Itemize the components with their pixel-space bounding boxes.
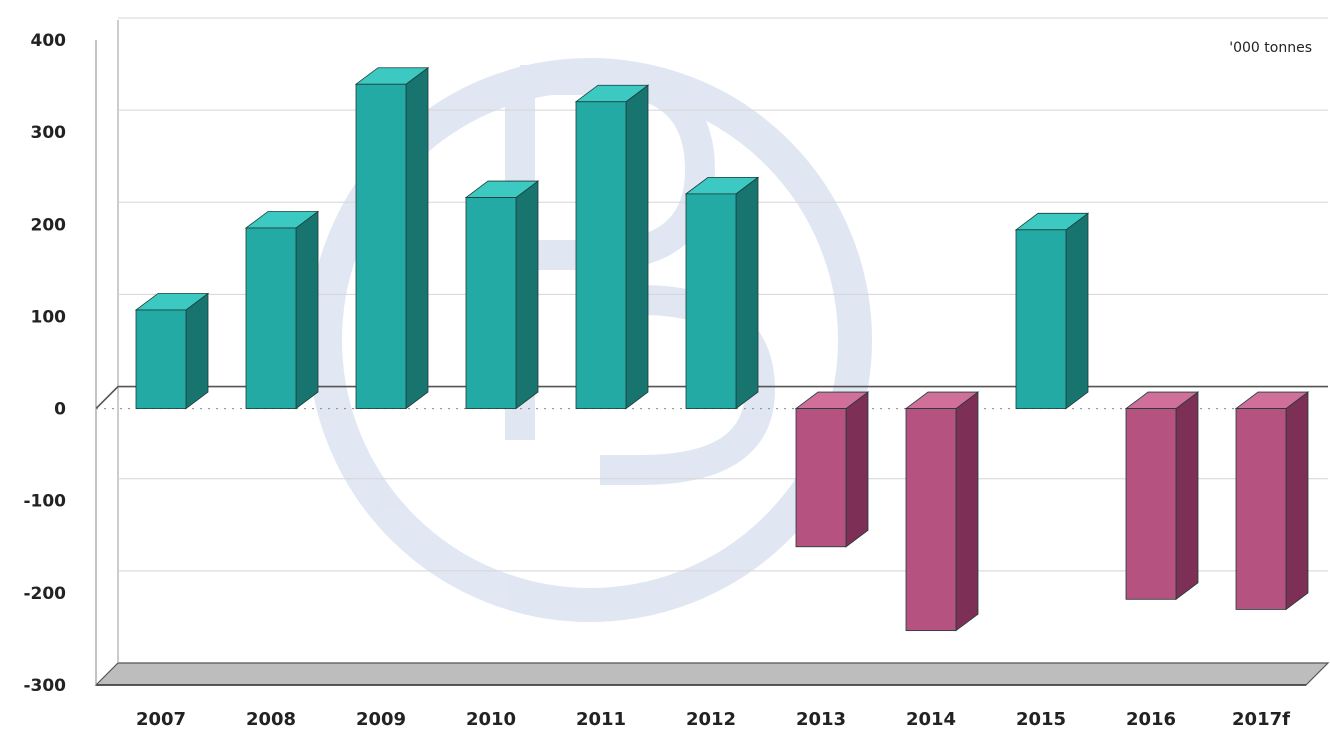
x-category-label: 2007 xyxy=(136,709,186,730)
bar-front xyxy=(1015,229,1067,409)
bar-side xyxy=(1285,391,1309,611)
bar-side xyxy=(515,180,539,410)
bar-2008 xyxy=(244,210,320,410)
zero-line xyxy=(95,385,1328,410)
bar-front xyxy=(575,101,627,409)
x-category-label: 2015 xyxy=(1016,709,1066,730)
bar-2016 xyxy=(1124,391,1200,601)
y-tick-label: -200 xyxy=(23,584,66,604)
bar-front xyxy=(1125,408,1177,600)
y-axis-ticks: 400 300 200 100 0 -100 -200 -300 xyxy=(23,31,66,696)
x-category-label: 2008 xyxy=(246,709,296,730)
y-tick-label: -300 xyxy=(23,676,66,696)
bars xyxy=(134,66,1310,632)
bar-front xyxy=(685,193,737,409)
y-tick-label: 200 xyxy=(31,215,67,235)
x-category-label: 2010 xyxy=(466,709,516,730)
bar-side xyxy=(295,210,319,410)
bar-front xyxy=(905,408,957,632)
bar-side xyxy=(625,84,649,410)
bar-side xyxy=(1175,391,1199,601)
x-axis-labels: 2007 2008 2009 2010 2011 2012 2013 2014 2015 2016… xyxy=(136,709,1290,730)
bar-2013 xyxy=(794,391,870,548)
x-category-label: 2013 xyxy=(796,709,846,730)
bar-side xyxy=(955,391,979,632)
bar-front xyxy=(795,408,847,548)
y-tick-label: 100 xyxy=(31,307,67,327)
x-category-label: 2017f xyxy=(1232,709,1290,730)
bar-side xyxy=(1065,212,1089,410)
bar-front xyxy=(135,309,187,409)
bar-front xyxy=(1235,408,1287,610)
y-tick-label: 300 xyxy=(31,123,67,143)
bar-2009 xyxy=(354,66,430,410)
x-category-label: 2011 xyxy=(576,709,626,730)
y-tick-label: -100 xyxy=(23,492,66,512)
y-tick-label: 0 xyxy=(54,400,66,420)
bar-front xyxy=(465,197,517,409)
bar-2017f xyxy=(1234,391,1310,611)
bar-2007 xyxy=(134,292,210,410)
bar-2014 xyxy=(904,391,980,632)
bar-side xyxy=(845,391,869,548)
bar-front xyxy=(355,83,407,409)
y-tick-label: 400 xyxy=(31,31,67,51)
x-category-label: 2012 xyxy=(686,709,736,730)
x-category-label: 2009 xyxy=(356,709,406,730)
chart-floor xyxy=(94,662,1330,686)
bar-side xyxy=(405,66,429,410)
bar-side xyxy=(735,176,759,410)
bar-2010 xyxy=(464,180,540,410)
bar-front xyxy=(245,227,297,409)
bar-side xyxy=(185,292,209,410)
floor-slab xyxy=(94,662,1330,686)
x-category-label: 2016 xyxy=(1126,709,1176,730)
bar-2011 xyxy=(574,84,650,410)
bar-2015 xyxy=(1014,212,1090,410)
unit-label: '000 tonnes xyxy=(1229,40,1312,56)
bar-2012 xyxy=(684,176,760,410)
x-category-label: 2014 xyxy=(906,709,956,730)
